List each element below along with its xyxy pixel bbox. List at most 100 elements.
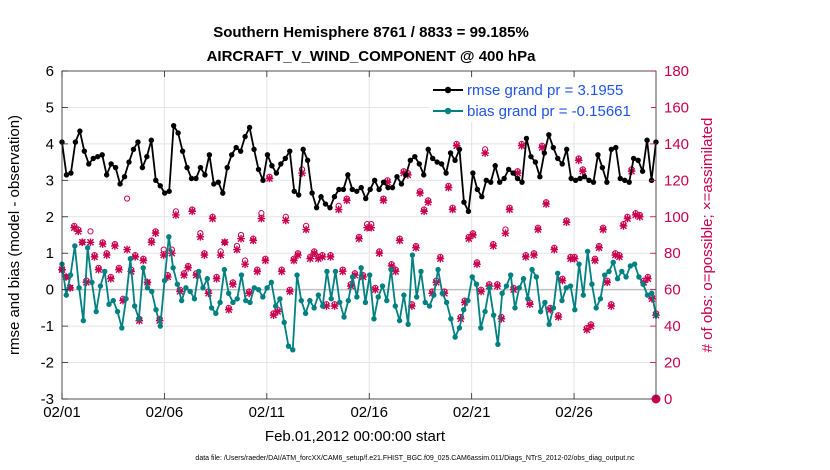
obs-assimilated-point-126 bbox=[570, 254, 579, 263]
obs-assimilated-point-90 bbox=[424, 198, 432, 206]
y-tick-label-left-4: 1 bbox=[46, 245, 54, 262]
obs-assimilated-point-28 bbox=[172, 211, 180, 219]
bias-point-62 bbox=[324, 268, 330, 275]
obs-assimilated-point-56 bbox=[286, 287, 294, 296]
rmse-point-60 bbox=[327, 204, 333, 211]
bias-point-54 bbox=[290, 347, 296, 353]
bias-point-135 bbox=[636, 274, 642, 280]
obs-assimilated-point-9 bbox=[94, 265, 103, 274]
rmse-point-70 bbox=[371, 177, 378, 184]
obs-assimilated-point-70 bbox=[342, 196, 351, 205]
obs-assimilated-point-86 bbox=[408, 302, 416, 310]
obs-assimilated-point-36 bbox=[204, 289, 213, 298]
bias-point-24 bbox=[161, 277, 168, 284]
bias-point-103 bbox=[499, 290, 505, 297]
y-axis-label-left: rmse and bias (model - observation) bbox=[6, 115, 23, 355]
bias-point-80 bbox=[401, 292, 407, 298]
bias-point-45 bbox=[251, 285, 258, 291]
obs-assimilated-point-115 bbox=[526, 300, 534, 309]
bias-point-68 bbox=[349, 274, 356, 280]
rmse-point-41 bbox=[242, 133, 248, 140]
obs-assimilated-point-113 bbox=[517, 141, 526, 150]
obs-assimilated-point-20 bbox=[139, 256, 148, 265]
y-tick-label-right-9: 180 bbox=[664, 63, 689, 80]
rmse-point-44 bbox=[255, 166, 262, 173]
bias-point-126 bbox=[597, 296, 604, 302]
rmse-point-12 bbox=[112, 164, 119, 171]
bias-point-107 bbox=[516, 285, 522, 291]
bias-point-33 bbox=[200, 285, 206, 291]
obs-assimilated-point-130 bbox=[587, 322, 595, 330]
obs-assimilated-point-111 bbox=[509, 285, 518, 294]
rmse-point-2 bbox=[68, 170, 74, 176]
bias-point-7 bbox=[89, 279, 95, 286]
obs-assimilated-point-13 bbox=[111, 242, 119, 250]
obs-assimilated-point-119 bbox=[542, 200, 550, 208]
obs-assimilated-point-110 bbox=[505, 205, 514, 214]
bias-point-35 bbox=[208, 305, 215, 311]
rmse-point-38 bbox=[229, 152, 235, 158]
bias-point-39 bbox=[225, 290, 232, 297]
rmse-point-15 bbox=[126, 159, 132, 165]
obs-assimilated-point-53 bbox=[273, 307, 282, 316]
x-tick-label-4: 02/21 bbox=[453, 404, 491, 421]
bias-point-16 bbox=[127, 255, 134, 262]
obs-assimilated-point-124 bbox=[562, 218, 571, 227]
bias-point-42 bbox=[238, 272, 245, 278]
legend-box bbox=[429, 78, 651, 122]
bias-point-123 bbox=[584, 248, 591, 255]
obs-assimilated-point-136 bbox=[611, 251, 620, 259]
bias-point-72 bbox=[366, 272, 373, 278]
obs-assimilated-point-84 bbox=[399, 169, 408, 177]
bias-point-3 bbox=[72, 243, 78, 249]
obs-assimilated-point-93 bbox=[436, 254, 445, 263]
obs-assimilated-point-4 bbox=[74, 227, 83, 236]
rmse-point-29 bbox=[188, 175, 195, 182]
bias-point-94 bbox=[460, 307, 467, 313]
bias-series bbox=[59, 234, 659, 353]
legend: rmse grand pr = 3.1955 bias grand pr = -… bbox=[429, 78, 651, 122]
bias-point-17 bbox=[131, 303, 138, 309]
bias-point-23 bbox=[157, 323, 163, 329]
data-file-footnote: data file: /Users/raeder/DAI/ATM_forcXX/… bbox=[195, 455, 635, 462]
obs-assimilated-point-51 bbox=[265, 174, 274, 183]
obs-assimilated-point-116 bbox=[530, 251, 538, 259]
y-tick-label-right-5: 100 bbox=[664, 209, 689, 226]
bias-point-10 bbox=[102, 268, 108, 275]
obs-assimilated-point-8 bbox=[90, 253, 99, 261]
bias-point-65 bbox=[337, 299, 343, 306]
rmse-point-76 bbox=[398, 181, 405, 187]
bias-point-120 bbox=[572, 307, 578, 313]
rmse-point-31 bbox=[197, 164, 204, 171]
bias-point-31 bbox=[191, 296, 198, 302]
rmse-point-95 bbox=[483, 177, 489, 184]
obs-assimilated-point-40 bbox=[220, 238, 229, 247]
rmse-point-8 bbox=[95, 153, 101, 160]
y-tick-label-right-0: 0 bbox=[664, 391, 672, 408]
rmse-point-102 bbox=[514, 175, 521, 182]
bias-point-8 bbox=[93, 308, 99, 315]
bias-point-91 bbox=[448, 316, 454, 322]
rmse-point-53 bbox=[296, 192, 302, 198]
rmse-point-87 bbox=[447, 150, 454, 156]
rmse-point-7 bbox=[90, 155, 96, 162]
obs-assimilated-point-141 bbox=[631, 211, 640, 219]
rmse-point-39 bbox=[233, 144, 239, 151]
bias-point-2 bbox=[67, 272, 74, 278]
obs-assimilated-point-10 bbox=[98, 240, 107, 248]
obs-assimilated-point-21 bbox=[143, 278, 152, 287]
bias-point-96 bbox=[469, 274, 475, 280]
bias-point-99 bbox=[482, 308, 488, 315]
rmse-point-57 bbox=[313, 204, 320, 211]
bias-point-50 bbox=[272, 303, 279, 309]
rmse-point-100 bbox=[505, 166, 512, 173]
bias-point-14 bbox=[119, 325, 125, 331]
y-tick-label-left-8: 5 bbox=[46, 99, 54, 116]
bias-point-127 bbox=[602, 272, 608, 278]
y-tick-label-left-9: 6 bbox=[46, 63, 54, 80]
y-tick-label-left-7: 4 bbox=[46, 136, 54, 153]
x-tick-label-0: 02/01 bbox=[43, 404, 81, 421]
bias-point-70 bbox=[358, 265, 364, 271]
y-tick-label-right-2: 40 bbox=[664, 318, 681, 335]
rmse-point-81 bbox=[421, 172, 427, 178]
